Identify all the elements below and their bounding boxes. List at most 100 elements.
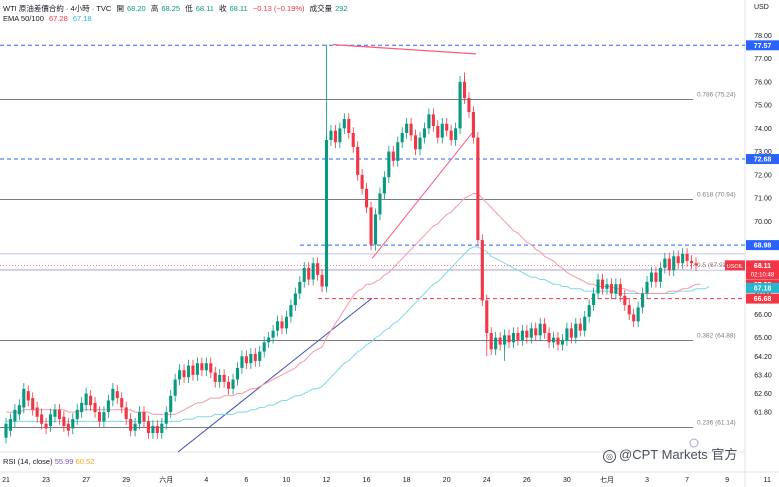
last-price-tag-label: 68.11 (754, 263, 771, 270)
candle-body (338, 128, 342, 143)
candle-body (458, 81, 462, 129)
candle-body (574, 323, 578, 338)
candle-body (547, 333, 551, 343)
close-value: 68.11 (229, 4, 248, 13)
candle-body (240, 356, 244, 368)
candle-body (235, 367, 240, 380)
candle-body (569, 328, 573, 338)
y-tick-label: 73.00 (754, 149, 772, 156)
candle-body (654, 272, 658, 282)
candle-body (378, 193, 382, 215)
candle-body (195, 363, 199, 375)
x-tick-label: 18 (403, 477, 411, 484)
candle-body (146, 421, 151, 434)
x-tick-label: 10 (283, 477, 291, 484)
rsi-header: RSI (14, close) 55.99 60.52 (3, 457, 94, 466)
candle-body (124, 407, 128, 420)
candle-body (142, 412, 146, 422)
candle-body (66, 423, 70, 431)
candle-body (516, 333, 520, 340)
candle-body (22, 388, 26, 408)
y-tick-label: 72.00 (754, 172, 772, 179)
candle-body (209, 363, 213, 373)
candle-body (280, 321, 284, 329)
candle-body (485, 300, 489, 334)
high-label: 高 (150, 4, 159, 13)
candle-body (115, 391, 119, 399)
candle-body (405, 123, 409, 133)
candle-body (369, 207, 373, 245)
candle-body (120, 398, 124, 408)
y-tick-label: 76.00 (754, 79, 772, 86)
ema-price-tag-label: 67.18 (754, 285, 772, 292)
candle-body (672, 256, 676, 271)
candle-body (583, 316, 587, 331)
x-tick-label: 11 (764, 477, 771, 484)
candle-body (271, 330, 275, 338)
candle-body (169, 395, 173, 413)
open-label: 開 (116, 4, 124, 13)
dashed-level-tag (746, 293, 779, 304)
candle-body (587, 305, 591, 317)
candle-body (293, 293, 297, 306)
volume-value: 292 (335, 4, 348, 13)
symbol-line: WTI 原油差價合約 · 4小時 · TVC (3, 4, 112, 13)
x-tick-label: 27 (82, 477, 90, 484)
candle-body (507, 335, 511, 343)
candle-body (13, 409, 17, 422)
ema-price-tag (746, 282, 779, 293)
candle-body (636, 307, 640, 322)
y-tick-label: 62.60 (754, 391, 772, 398)
ema-label: EMA 50/100 (3, 14, 44, 23)
candle-body (623, 295, 627, 306)
candle-body (565, 328, 569, 340)
candle-body (4, 423, 8, 438)
fib-level-label: 0.786 (75.24) (697, 91, 736, 98)
candle-body (471, 112, 475, 138)
candle-body (182, 370, 186, 378)
x-tick-label: 30 (563, 477, 571, 484)
candle-body (356, 146, 360, 175)
candle-body (351, 132, 355, 147)
y-tick-label: 77.00 (754, 56, 772, 63)
candle-body (35, 407, 39, 417)
candle-body (440, 123, 444, 138)
candle-body (467, 98, 471, 113)
candle-body (329, 130, 333, 140)
candle-body (284, 316, 289, 329)
candle-body (298, 281, 302, 294)
candle-body (498, 337, 502, 345)
candle-body (685, 253, 689, 261)
candle-body (489, 333, 493, 350)
candle-body (151, 426, 155, 434)
candle-body (258, 351, 262, 361)
candle-body (31, 398, 35, 410)
candle-body (641, 293, 645, 308)
candle-body (40, 414, 44, 424)
rsi-value-1: 55.99 (54, 457, 74, 466)
candle-body (649, 272, 654, 282)
candle-body (347, 119, 351, 133)
candle-body (543, 323, 547, 334)
y-tick-label: 65.00 (754, 335, 772, 342)
candle-body (534, 328, 538, 336)
y-tick-label: 70.00 (754, 219, 772, 226)
candle-body (307, 267, 311, 280)
candle-body (111, 388, 115, 401)
candle-body (253, 353, 257, 361)
candle-body (8, 419, 13, 431)
candle-body (244, 356, 248, 364)
candle-body (137, 412, 142, 424)
candle-body (694, 263, 698, 266)
x-tick-label: 20 (443, 477, 451, 484)
candle-body (316, 263, 320, 275)
candle-body (62, 416, 66, 427)
y-tick-label: 61.80 (754, 410, 772, 417)
ema-header: EMA 50/100 67.28 67.18 (3, 14, 95, 23)
high-value: 68.25 (161, 4, 181, 13)
candle-body (609, 284, 613, 294)
candle-body (373, 214, 378, 245)
x-tick-label: 24 (483, 477, 491, 484)
candle-body (614, 284, 618, 294)
